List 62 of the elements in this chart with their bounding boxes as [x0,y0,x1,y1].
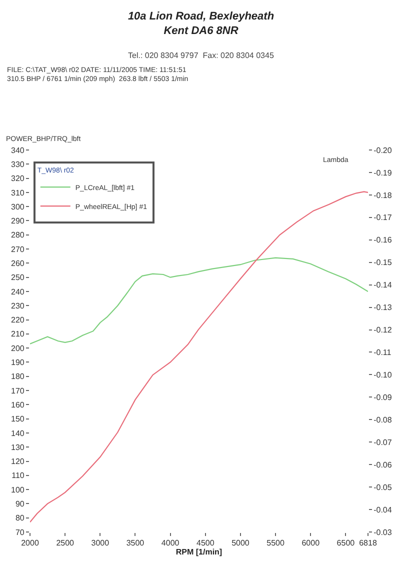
y-tick-label: 310 [11,188,25,198]
y2-tick-label: -0.09 [374,392,392,402]
x-tick-label: 6000 [302,538,320,548]
y-tick-label: 90 [15,500,25,508]
line-series [30,191,368,523]
y2-tick-label: -0.03 [374,528,392,537]
y-tick-label: 200 [11,344,25,353]
y2-tick-label: -0.20 [374,146,392,155]
y-tick-label: 240 [11,287,25,296]
y2-tick-label: -0.11 [374,348,392,358]
y-tick-label: 170 [11,386,25,396]
y-tick-label: 180 [11,372,25,382]
y-tick-label: 320 [11,174,25,184]
y2-tick-label: -0.14 [374,280,392,290]
y2-tick-label: -0.07 [374,438,392,447]
x-tick-label: 6818 [359,538,378,548]
x-tick-label: 2000 [21,538,40,548]
y-tick-label: 260 [11,258,25,268]
chart-subtitle: Tel.: 020 8304 9797 Fax: 020 8304 0345 [128,51,274,60]
y2-tick-label: -0.16 [374,236,392,245]
y2-tick-label: -0.06 [374,460,392,470]
y-tick-label: 130 [11,442,25,452]
y-tick-label: 300 [11,202,25,212]
y2-tick-label: -0.08 [374,415,392,424]
y2-tick-label: -0.17 [374,213,392,222]
y-tick-label: 190 [11,358,25,368]
y2-tick-label: -0.04 [374,505,392,514]
y2-tick-label: -0.10 [374,370,392,380]
y-tick-label: 290 [11,216,25,226]
y-tick-label: 280 [11,230,25,240]
y2-tick-label: -0.18 [374,190,392,200]
y2-tick-label: -0.15 [374,258,392,268]
y-tick-label: 70 [15,528,25,537]
y-tick-label: 250 [11,273,25,282]
y2-tick-label: -0.19 [374,168,392,178]
x-tick-label: 6500 [336,538,356,548]
x-tick-label: 5000 [232,538,250,548]
y-tick-label: 80 [15,514,25,523]
y-tick-label: 340 [11,146,25,155]
y-tick-label: 140 [11,428,25,438]
y-tick-label: 230 [11,301,25,310]
y-tick-label: 330 [11,160,25,169]
y-tick-label: 220 [11,316,25,325]
y2-tick-label: -0.13 [374,303,392,312]
y2-tick-label: -0.12 [374,326,392,335]
y2-tick-label: -0.05 [374,482,392,492]
y-tick-label: 160 [11,400,25,410]
x-tick-label: 4000 [161,538,180,548]
line-series [30,257,368,344]
y-tick-label: 270 [11,244,25,254]
x-tick-label: 5500 [266,538,285,548]
chart-title: 10a Lion Road, Bexleyheath Kent DA6 8NR [128,10,274,38]
x-axis-title: RPM [1/min] [176,548,222,557]
x-tick-label: 4500 [196,538,215,548]
y-tick-label: 120 [11,457,25,466]
y-tick-label: 110 [12,471,25,480]
y-tick-label: 150 [11,414,25,424]
y-tick-label: 210 [11,330,25,339]
x-tick-label: 3500 [126,538,145,548]
x-tick-label: 3000 [91,538,110,548]
y-tick-label: 100 [11,485,25,494]
x-tick-label: 2500 [56,538,75,548]
